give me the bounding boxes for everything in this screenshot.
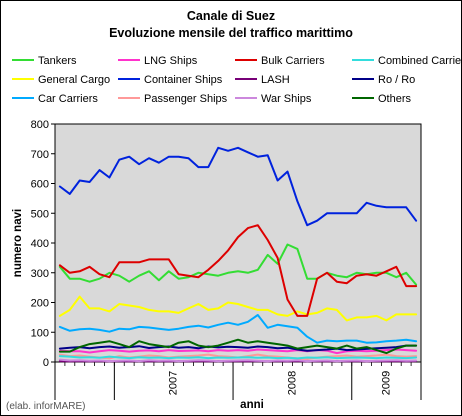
series-line-combined-carriers xyxy=(58,355,418,360)
series-line-war-ships xyxy=(58,358,418,363)
legend-label: LASH xyxy=(261,74,290,86)
y-tick-label: 300 xyxy=(31,268,49,280)
legend-label: Combined Carriers xyxy=(378,55,462,67)
chart-title: Canale di Suez xyxy=(187,9,275,23)
y-tick-label: 700 xyxy=(31,149,49,161)
legend-label: General Cargo xyxy=(38,74,110,86)
x-axis: 2007 2008 2009 xyxy=(54,362,422,400)
legend-label: Car Carriers xyxy=(38,93,98,105)
y-axis-label: numero navi xyxy=(12,209,24,277)
y-tick-label: 600 xyxy=(31,179,49,191)
series-line-others xyxy=(58,338,418,355)
series-line-car-carriers xyxy=(58,314,418,344)
series-line-container-ships xyxy=(58,146,418,227)
chart-legend: Tankers LNG Ships Bulk Carriers Combined Ca… xyxy=(12,55,462,105)
y-axis: 0 100 200 300 400 500 600 700 800 xyxy=(31,119,55,369)
y-tick-label: 500 xyxy=(31,208,49,220)
y-tick-label: 100 xyxy=(31,327,49,339)
series-line-lng-ships xyxy=(58,348,418,355)
series-line-tankers xyxy=(58,243,418,286)
legend-label: War Ships xyxy=(261,93,312,105)
x-year-label: 2008 xyxy=(286,371,298,395)
series-layer xyxy=(58,146,418,363)
x-year-label: 2007 xyxy=(168,371,180,395)
y-tick-label: 0 xyxy=(43,357,49,369)
series-line-bulk-carriers xyxy=(58,224,418,317)
credit-text: (elab. inforMARE) xyxy=(6,401,85,412)
x-year-label: 2009 xyxy=(380,371,392,395)
legend-label: Passenger Ships xyxy=(144,93,228,105)
y-tick-label: 200 xyxy=(31,298,49,310)
legend-label: Bulk Carriers xyxy=(261,55,325,67)
plot-area xyxy=(54,123,422,363)
x-axis-label: anni xyxy=(240,399,264,411)
legend-label: Ro / Ro xyxy=(378,74,415,86)
legend-label: Container Ships xyxy=(144,74,223,86)
series-line-general-cargo xyxy=(58,295,418,322)
legend-label: Tankers xyxy=(38,55,77,67)
chart-subtitle: Evoluzione mensile del traffico marittim… xyxy=(109,26,353,40)
y-tick-label: 400 xyxy=(31,238,49,250)
y-tick-label: 800 xyxy=(31,119,49,131)
legend-label: LNG Ships xyxy=(144,55,198,67)
legend-label: Others xyxy=(378,93,412,105)
